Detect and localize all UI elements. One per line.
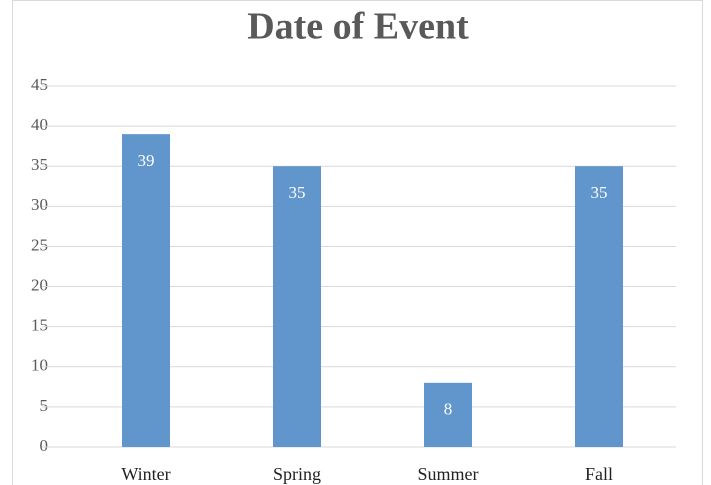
y-tick-label: 45 [31, 75, 48, 94]
x-tick-label: Summer [418, 464, 479, 484]
y-tick-label: 0 [40, 436, 49, 455]
y-tick-label: 40 [31, 115, 48, 134]
chart-title: Date of Event [247, 6, 469, 48]
x-tick-label: Fall [585, 464, 613, 484]
bar [424, 382, 472, 447]
data-label: 35 [591, 183, 608, 202]
x-tick-label: Winter [121, 464, 170, 484]
bar [273, 166, 321, 447]
data-label: 35 [289, 183, 306, 202]
bar [122, 134, 170, 447]
y-tick-label: 5 [40, 396, 49, 415]
data-label: 8 [444, 400, 453, 419]
y-tick-label: 20 [31, 275, 48, 294]
y-tick-label: 25 [31, 235, 48, 254]
bar [575, 166, 623, 447]
y-tick-label: 10 [31, 356, 48, 375]
y-tick-label: 30 [31, 195, 48, 214]
y-tick-label: 15 [31, 316, 48, 335]
y-tick-label: 35 [31, 155, 48, 174]
data-label: 39 [138, 151, 155, 170]
x-tick-label: Spring [273, 464, 321, 484]
